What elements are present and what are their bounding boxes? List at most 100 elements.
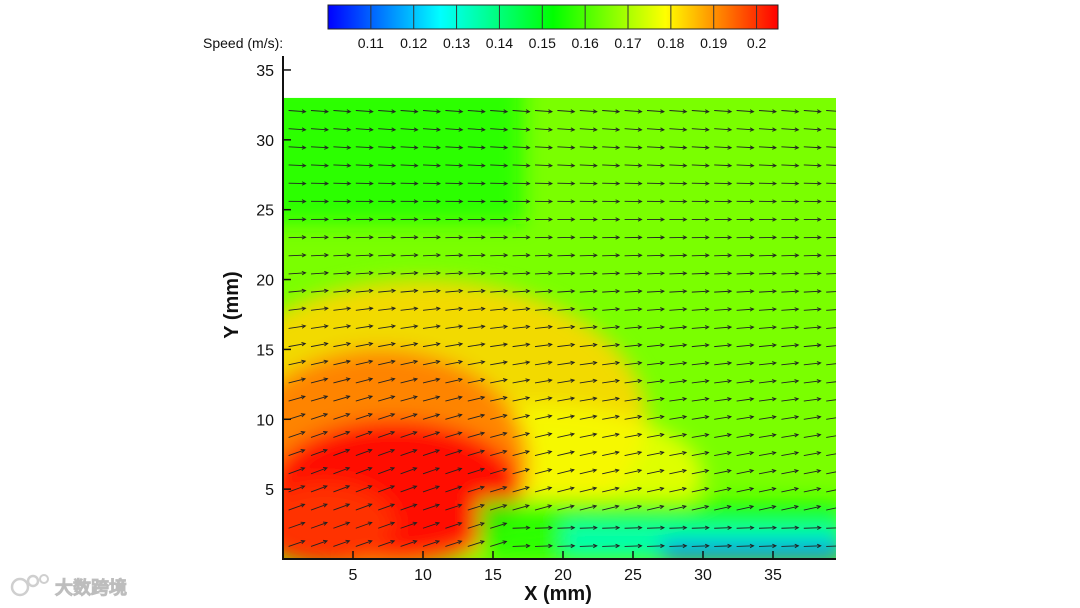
- vector-arrowhead: [391, 324, 397, 329]
- vector-arrowhead: [436, 163, 442, 168]
- vector-arrow: [602, 505, 619, 511]
- vector-arrowhead: [637, 325, 643, 330]
- vector-arrowhead: [682, 486, 688, 492]
- vector-arrowhead: [794, 543, 800, 549]
- vector-arrowhead: [436, 127, 441, 132]
- vector-arrow: [422, 360, 440, 366]
- vector-arrowhead: [525, 450, 531, 455]
- vector-arrow: [602, 308, 620, 311]
- vector-arrowhead: [772, 199, 778, 204]
- vector-arrow: [288, 449, 305, 457]
- vector-arrowhead: [771, 379, 777, 384]
- vector-arrowhead: [368, 127, 374, 132]
- vector-arrow: [758, 362, 776, 366]
- vector-arrow: [467, 110, 485, 113]
- vector-arrow: [534, 128, 552, 131]
- vector-arrow: [355, 272, 373, 275]
- vector-arrow: [736, 308, 754, 311]
- vector-arrow: [355, 431, 372, 438]
- vector-arrowhead: [502, 378, 508, 383]
- vector-arrowhead: [749, 451, 755, 456]
- vector-arrow: [288, 146, 306, 149]
- vector-arrow: [534, 290, 552, 293]
- vector-arrowhead: [794, 145, 800, 150]
- vector-arrowhead: [502, 449, 508, 454]
- vector-arrowhead: [301, 127, 307, 132]
- vector-arrow: [557, 545, 575, 547]
- vector-arrowhead: [300, 521, 306, 526]
- vector-arrowhead: [525, 235, 531, 240]
- vector-arrowhead: [749, 415, 755, 420]
- vector-arrow: [714, 380, 732, 384]
- vector-arrow: [602, 110, 620, 113]
- vector-arrowhead: [570, 307, 576, 312]
- vector-arrowhead: [749, 253, 755, 258]
- watermark-logo-icon: [10, 574, 49, 597]
- field-mask-top: [284, 96, 836, 98]
- vector-arrowhead: [301, 253, 307, 258]
- vector-arrowhead: [772, 343, 777, 348]
- vector-arrow: [355, 540, 372, 547]
- vector-arrow: [467, 272, 485, 275]
- vector-arrowhead: [816, 307, 822, 312]
- vector-arrow: [490, 396, 507, 402]
- vector-arrowhead: [346, 181, 352, 186]
- vector-arrow: [512, 415, 530, 420]
- vector-arrowhead: [615, 217, 621, 222]
- vector-arrow: [646, 146, 664, 149]
- vector-arrowhead: [457, 449, 463, 454]
- vector-arrowhead: [592, 543, 598, 549]
- vector-arrowhead: [525, 109, 531, 114]
- vector-arrow: [378, 503, 395, 511]
- vector-arrowhead: [368, 145, 374, 150]
- vector-arrowhead: [727, 543, 733, 549]
- vector-arrowhead: [435, 467, 441, 472]
- vector-arrowhead: [323, 539, 329, 544]
- vector-arrow: [288, 522, 305, 529]
- vector-arrow: [669, 272, 687, 275]
- vector-arrowhead: [368, 235, 374, 240]
- vector-arrowhead: [794, 487, 800, 492]
- vector-arrowhead: [458, 145, 464, 150]
- vector-arrowhead: [413, 199, 419, 204]
- vector-arrowhead: [503, 253, 509, 258]
- vector-arrow: [310, 110, 328, 113]
- vector-arrowhead: [413, 253, 419, 258]
- vector-arrowhead: [749, 469, 755, 474]
- vector-arrowhead: [614, 432, 620, 437]
- vector-arrow: [288, 503, 305, 511]
- vector-arrow: [333, 360, 351, 366]
- vector-arrowhead: [749, 505, 755, 510]
- vector-arrowhead: [816, 325, 822, 330]
- vector-arrow: [579, 272, 597, 275]
- vector-arrow: [579, 451, 597, 457]
- vector-arrowhead: [345, 448, 351, 453]
- vector-arrow: [691, 434, 709, 438]
- vector-arrowhead: [794, 289, 800, 294]
- vector-arrowhead: [615, 127, 621, 132]
- vector-arrow: [400, 378, 418, 384]
- vector-arrowhead: [772, 163, 778, 168]
- vector-arrow: [736, 545, 754, 547]
- vector-arrow: [490, 110, 508, 113]
- vector-arrow: [758, 434, 776, 438]
- vector-arrow: [714, 128, 732, 131]
- vector-arrowhead: [413, 270, 419, 276]
- vector-arrow: [534, 415, 552, 420]
- vector-arrow: [736, 326, 754, 329]
- vector-arrow: [758, 146, 776, 149]
- vector-arrowhead: [412, 395, 418, 400]
- vector-arrow: [826, 507, 836, 511]
- vector-arrowhead: [390, 431, 396, 436]
- vector-arrow: [579, 146, 597, 149]
- vector-arrow: [445, 110, 463, 113]
- vector-arrowhead: [772, 127, 777, 132]
- vector-arrowhead: [682, 181, 688, 186]
- vector-arrowhead: [457, 377, 463, 383]
- vector-arrowhead: [772, 109, 777, 114]
- vector-arrowhead: [457, 540, 463, 545]
- vector-arrowhead: [794, 271, 800, 276]
- vector-arrow: [646, 527, 665, 529]
- vector-arrow: [803, 290, 821, 293]
- vector-arrowhead: [704, 433, 710, 438]
